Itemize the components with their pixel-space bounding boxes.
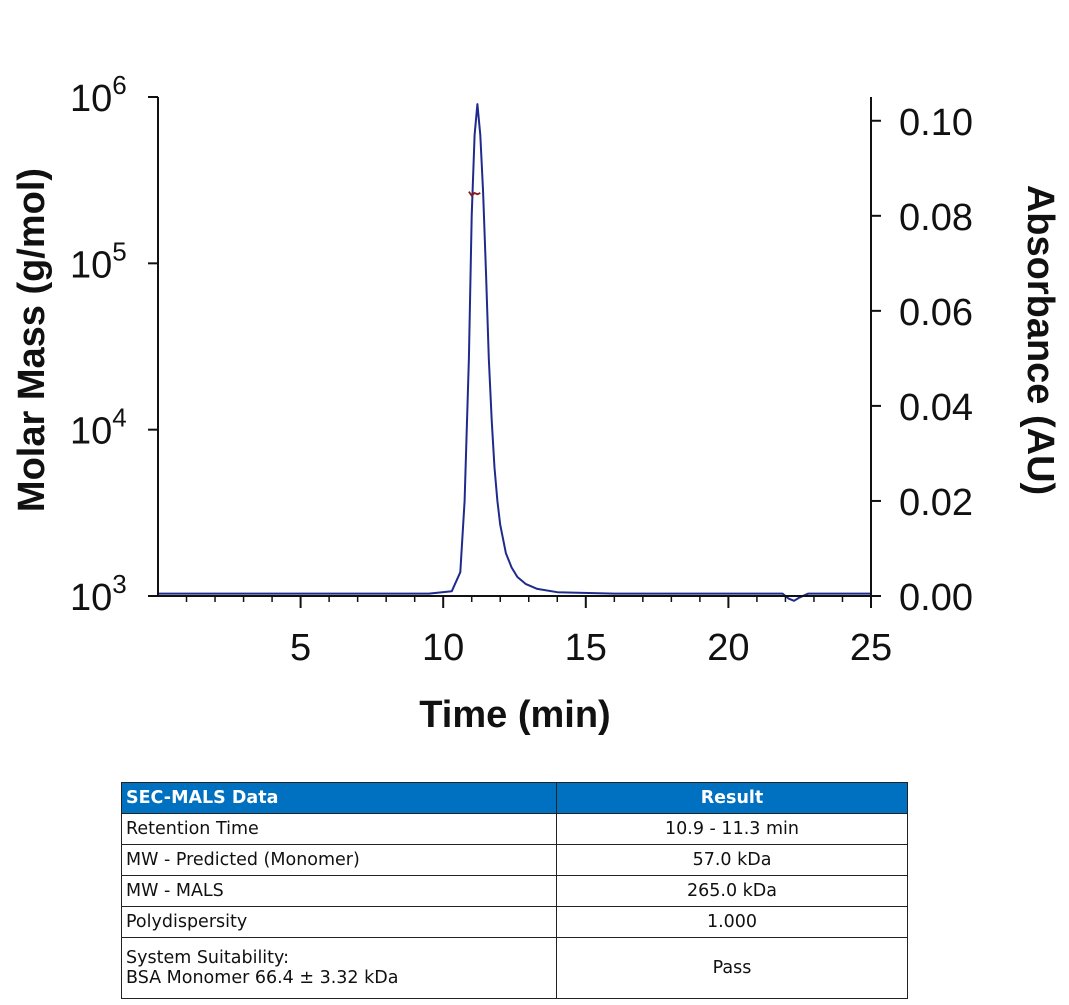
table-header-row: SEC-MALS Data Result: [121, 782, 908, 814]
table-header-sec-mals-data: SEC-MALS Data: [121, 782, 557, 814]
molar-mass-series-line: [468, 191, 481, 197]
row-value-mw-predicted: 57.0 kDa: [556, 844, 908, 876]
plot-lines: [158, 103, 871, 602]
sec-mals-results-table: SEC-MALS Data Result Retention Time 10.9…: [121, 782, 908, 999]
table-row: MW - Predicted (Monomer) 57.0 kDa: [121, 844, 908, 876]
left-y-tick-label: 105: [70, 236, 127, 286]
row-label-retention-time: Retention Time: [121, 813, 557, 845]
left-y-axis-title: Molar Mass (g/mol): [11, 168, 53, 512]
x-tick-label: 25: [850, 627, 892, 669]
sec-mals-chart: 5 10 15 20 25 106 105 104 103 0.10 0.08 0.06 0.04 0.0…: [11, 70, 1061, 736]
x-tick-label: 15: [565, 627, 607, 669]
absorbance-series-line: [158, 103, 871, 602]
right-y-tick-label: 0.02: [899, 482, 973, 524]
left-y-tick-label: 104: [70, 403, 127, 453]
x-tick-label: 20: [707, 627, 749, 669]
left-y-ticks: [148, 96, 158, 597]
right-y-tick-label: 0.04: [899, 387, 973, 429]
table-row: Retention Time 10.9 - 11.3 min: [121, 813, 908, 845]
right-y-tick-label: 0.06: [899, 292, 973, 334]
row-label-mw-predicted: MW - Predicted (Monomer): [121, 844, 557, 876]
x-tick-label: 5: [290, 627, 311, 669]
table-row: Polydispersity 1.000: [121, 906, 908, 938]
x-axis-title: Time (min): [419, 694, 610, 736]
row-label-mw-mals: MW - MALS: [121, 875, 557, 907]
axes: [148, 96, 881, 608]
right-y-axis-title: Absorbance (AU): [1019, 185, 1061, 495]
right-y-tick-label: 0.08: [899, 197, 973, 239]
row-label-polydispersity: Polydispersity: [121, 906, 557, 938]
right-y-ticks: [871, 119, 881, 597]
right-y-tick-label: 0.00: [899, 577, 973, 619]
row-value-system-suitability: Pass: [556, 937, 908, 999]
x-tick-label: 10: [422, 627, 464, 669]
x-minor-ticks: [185, 596, 844, 602]
left-y-tick-label: 106: [70, 70, 127, 120]
row-label-system-suitability: System Suitability: BSA Monomer 66.4 ± 3…: [121, 937, 557, 999]
row-value-retention-time: 10.9 - 11.3 min: [556, 813, 908, 845]
bsa-monomer-label: BSA Monomer 66.4 ± 3.32 kDa: [126, 968, 399, 988]
table-row: MW - MALS 265.0 kDa: [121, 875, 908, 907]
row-value-mw-mals: 265.0 kDa: [556, 875, 908, 907]
row-value-polydispersity: 1.000: [556, 906, 908, 938]
left-y-tick-label: 103: [70, 569, 127, 619]
system-suitability-label: System Suitability:: [126, 948, 290, 968]
table-header-result: Result: [556, 782, 908, 814]
x-major-ticks: [299, 596, 872, 608]
right-y-tick-label: 0.10: [899, 102, 973, 144]
table-row: System Suitability: BSA Monomer 66.4 ± 3…: [121, 937, 908, 999]
tick-labels: 5 10 15 20 25 106 105 104 103 0.10 0.08 0.06 0.04 0.0…: [70, 70, 973, 669]
